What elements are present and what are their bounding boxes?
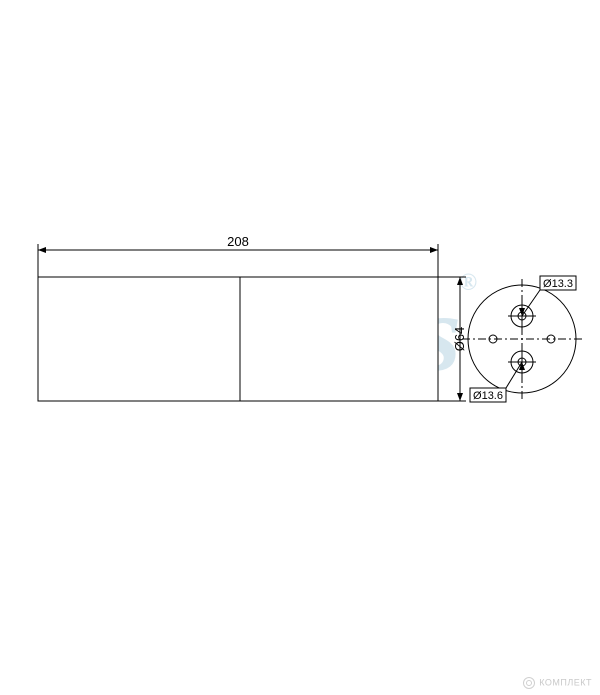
svg-text:Ø13.6: Ø13.6	[473, 390, 503, 402]
footer-mark: КОМПЛЕКТ	[523, 677, 592, 689]
drawing-svg: 208Ø64Ø13.3Ø13.6	[0, 0, 600, 695]
svg-text:208: 208	[227, 234, 249, 249]
svg-text:Ø13.3: Ø13.3	[543, 278, 573, 290]
footer-text: КОМПЛЕКТ	[539, 677, 592, 687]
footer-logo-icon	[523, 677, 535, 689]
engineering-drawing: Nissens® 208Ø64Ø13.3Ø13.6 КОМПЛЕКТ	[0, 0, 600, 695]
